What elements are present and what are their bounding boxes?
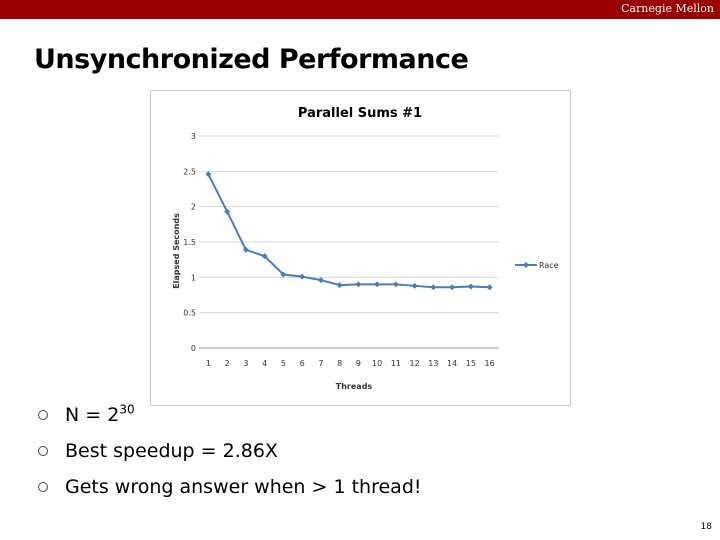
bullet-text: Gets wrong answer when > 1 thread! xyxy=(65,476,422,498)
chart-container: Parallel Sums #1 Elapsed Seconds Threads… xyxy=(150,90,571,406)
x-tick-label: 16 xyxy=(485,359,495,368)
x-tick-label: 8 xyxy=(337,359,342,368)
x-tick-label: 9 xyxy=(356,359,361,368)
chart-title: Parallel Sums #1 xyxy=(298,106,422,121)
data-point xyxy=(299,273,306,280)
x-tick-label: 10 xyxy=(372,359,382,368)
data-point xyxy=(317,277,324,284)
data-point xyxy=(467,283,474,290)
brand-label: Carnegie Mellon xyxy=(621,2,714,15)
bullet-item: Gets wrong answer when > 1 thread! xyxy=(38,472,422,508)
data-point xyxy=(205,171,212,178)
page-number: 18 xyxy=(700,522,712,532)
x-tick-label: 15 xyxy=(466,359,476,368)
data-point xyxy=(411,282,418,289)
bullet-text: Best speedup = 2.86X xyxy=(65,440,278,462)
y-tick-label: 1 xyxy=(191,273,196,282)
y-tick-label: 0.5 xyxy=(183,309,196,318)
data-point xyxy=(242,246,249,253)
circle-bullet-icon xyxy=(38,482,48,492)
series-line xyxy=(207,173,490,289)
x-tick-label: 13 xyxy=(428,359,438,368)
x-tick-label: 7 xyxy=(318,359,323,368)
x-tick-label: 3 xyxy=(243,359,248,368)
y-axis-label: Elapsed Seconds xyxy=(172,213,181,289)
x-tick-label: 14 xyxy=(447,359,457,368)
x-tick-label: 5 xyxy=(281,359,286,368)
circle-bullet-icon xyxy=(38,446,48,456)
bullet-item: N = 230 xyxy=(38,400,422,436)
x-tick-label: 12 xyxy=(410,359,420,368)
data-point xyxy=(374,281,381,288)
data-point xyxy=(430,284,437,291)
chart-svg: Parallel Sums #1 Elapsed Seconds Threads… xyxy=(172,106,559,391)
data-point xyxy=(355,281,362,288)
data-point xyxy=(261,253,268,260)
bullet-text: N = 2 xyxy=(65,404,120,426)
y-tick-label: 2 xyxy=(191,203,196,212)
x-tick-label: 6 xyxy=(300,359,305,368)
x-tick-label: 11 xyxy=(391,359,401,368)
y-tick-label: 2.5 xyxy=(183,167,196,176)
bullet-item: Best speedup = 2.86X xyxy=(38,436,422,472)
data-point xyxy=(486,284,493,291)
x-tick-label: 1 xyxy=(206,359,211,368)
data-point xyxy=(449,284,456,291)
y-tick-label: 3 xyxy=(191,132,196,141)
header-bar: Carnegie Mellon xyxy=(0,0,720,19)
legend-marker-icon xyxy=(523,262,529,268)
data-point xyxy=(392,281,399,288)
x-tick-label: 4 xyxy=(262,359,267,368)
data-point xyxy=(280,271,287,278)
data-point xyxy=(224,208,231,215)
legend-label: Race xyxy=(539,261,559,270)
circle-bullet-icon xyxy=(38,410,48,420)
bullet-superscript: 30 xyxy=(119,402,135,417)
y-tick-label: 1.5 xyxy=(183,238,196,247)
data-point xyxy=(336,282,343,289)
y-tick-label: 0 xyxy=(191,344,196,353)
slide-title: Unsynchronized Performance xyxy=(34,44,469,75)
bullet-list: N = 230 Best speedup = 2.86X Gets wrong … xyxy=(38,400,422,508)
x-axis-label: Threads xyxy=(336,382,373,391)
x-tick-label: 2 xyxy=(225,359,230,368)
